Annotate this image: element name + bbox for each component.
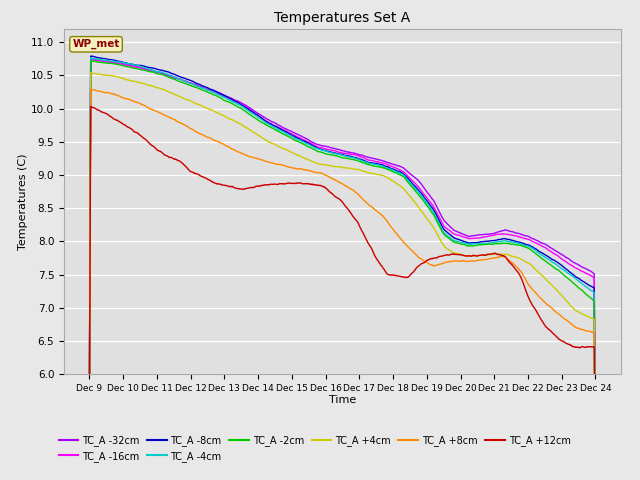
TC_A -16cm bbox=[86, 413, 93, 419]
Line: TC_A -16cm: TC_A -16cm bbox=[90, 60, 595, 480]
TC_A -16cm bbox=[194, 83, 202, 89]
Line: TC_A +4cm: TC_A +4cm bbox=[90, 73, 595, 480]
TC_A -8cm bbox=[227, 96, 235, 102]
TC_A +4cm bbox=[227, 117, 235, 122]
Line: TC_A -2cm: TC_A -2cm bbox=[90, 61, 595, 480]
TC_A -2cm bbox=[194, 85, 202, 91]
Title: Temperatures Set A: Temperatures Set A bbox=[275, 11, 410, 25]
X-axis label: Time: Time bbox=[329, 395, 356, 405]
TC_A -2cm bbox=[544, 260, 552, 266]
Y-axis label: Temperatures (C): Temperatures (C) bbox=[19, 153, 28, 250]
TC_A +8cm bbox=[86, 428, 93, 434]
TC_A -32cm bbox=[227, 95, 235, 101]
TC_A +8cm bbox=[401, 240, 408, 246]
TC_A +12cm bbox=[227, 184, 235, 190]
TC_A +4cm bbox=[544, 278, 552, 284]
TC_A -2cm bbox=[86, 414, 93, 420]
TC_A -32cm bbox=[194, 83, 202, 89]
TC_A +12cm bbox=[87, 104, 95, 109]
TC_A -32cm bbox=[591, 446, 599, 452]
Line: TC_A -8cm: TC_A -8cm bbox=[90, 56, 595, 480]
Line: TC_A -32cm: TC_A -32cm bbox=[90, 59, 595, 480]
TC_A -32cm bbox=[392, 162, 399, 168]
Legend: TC_A -32cm, TC_A -16cm, TC_A -8cm, TC_A -4cm, TC_A -2cm, TC_A +4cm, TC_A +8cm, T: TC_A -32cm, TC_A -16cm, TC_A -8cm, TC_A … bbox=[55, 431, 574, 466]
TC_A +4cm bbox=[87, 70, 95, 76]
Line: TC_A -4cm: TC_A -4cm bbox=[90, 58, 595, 480]
TC_A +12cm bbox=[392, 273, 399, 278]
Text: WP_met: WP_met bbox=[72, 39, 120, 49]
TC_A +8cm bbox=[392, 229, 399, 235]
TC_A -8cm bbox=[88, 53, 95, 59]
Line: TC_A +8cm: TC_A +8cm bbox=[90, 89, 595, 480]
TC_A -8cm bbox=[591, 455, 599, 461]
TC_A -4cm bbox=[194, 84, 202, 89]
TC_A +4cm bbox=[194, 102, 202, 108]
TC_A -32cm bbox=[401, 166, 408, 171]
TC_A +8cm bbox=[227, 145, 235, 151]
TC_A +8cm bbox=[544, 302, 552, 308]
TC_A +4cm bbox=[591, 476, 599, 480]
TC_A +12cm bbox=[544, 325, 552, 331]
TC_A -16cm bbox=[544, 246, 552, 252]
TC_A +12cm bbox=[401, 274, 408, 280]
TC_A -8cm bbox=[392, 167, 399, 173]
TC_A -4cm bbox=[591, 458, 599, 464]
TC_A +12cm bbox=[194, 171, 202, 177]
TC_A +4cm bbox=[401, 187, 408, 192]
TC_A -2cm bbox=[227, 100, 235, 106]
TC_A +8cm bbox=[194, 130, 202, 136]
TC_A -2cm bbox=[591, 464, 599, 469]
TC_A -4cm bbox=[401, 173, 408, 179]
TC_A -8cm bbox=[194, 81, 202, 87]
TC_A -4cm bbox=[87, 55, 95, 60]
TC_A -4cm bbox=[392, 168, 399, 174]
TC_A -8cm bbox=[544, 253, 552, 259]
TC_A -32cm bbox=[86, 413, 93, 419]
TC_A -2cm bbox=[392, 170, 399, 176]
Line: TC_A +12cm: TC_A +12cm bbox=[90, 107, 595, 480]
TC_A +8cm bbox=[87, 86, 95, 92]
TC_A -4cm bbox=[86, 412, 93, 418]
TC_A -16cm bbox=[591, 448, 599, 454]
TC_A -2cm bbox=[401, 175, 408, 180]
TC_A -32cm bbox=[87, 56, 95, 62]
TC_A -2cm bbox=[87, 58, 95, 64]
TC_A -16cm bbox=[87, 57, 95, 62]
TC_A +4cm bbox=[392, 180, 399, 186]
TC_A -4cm bbox=[544, 256, 552, 262]
TC_A -8cm bbox=[401, 172, 408, 178]
TC_A -16cm bbox=[227, 96, 235, 102]
TC_A +4cm bbox=[86, 420, 93, 426]
TC_A -16cm bbox=[392, 165, 399, 171]
TC_A -16cm bbox=[401, 170, 408, 176]
TC_A +12cm bbox=[86, 437, 93, 443]
TC_A -8cm bbox=[86, 412, 93, 418]
TC_A -4cm bbox=[227, 98, 235, 104]
TC_A -32cm bbox=[544, 242, 552, 248]
